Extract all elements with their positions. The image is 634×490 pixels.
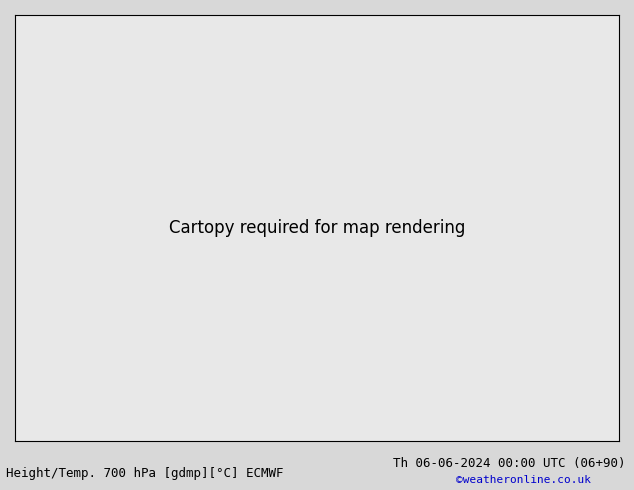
Text: ©weatheronline.co.uk: ©weatheronline.co.uk [456,475,592,485]
Text: Cartopy required for map rendering: Cartopy required for map rendering [169,219,465,237]
Text: Th 06-06-2024 00:00 UTC (06+90): Th 06-06-2024 00:00 UTC (06+90) [393,457,626,470]
Text: Height/Temp. 700 hPa [gdmp][°C] ECMWF: Height/Temp. 700 hPa [gdmp][°C] ECMWF [6,467,284,480]
